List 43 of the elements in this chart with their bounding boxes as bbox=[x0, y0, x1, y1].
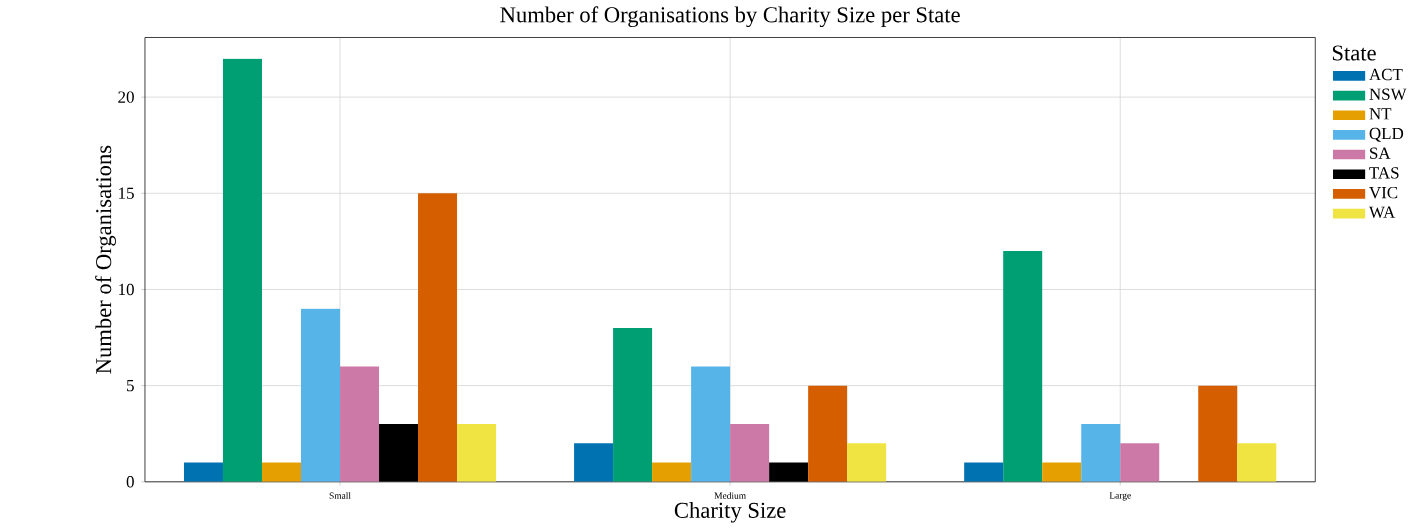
bar bbox=[574, 443, 614, 482]
y-tick-label: 5 bbox=[127, 380, 134, 392]
y-tick-label: 20 bbox=[118, 91, 134, 103]
legend-label: NT bbox=[1369, 108, 1392, 120]
y-tick-label: 0 bbox=[126, 476, 134, 488]
bar bbox=[261, 462, 301, 482]
bar bbox=[613, 327, 653, 482]
bar bbox=[340, 366, 380, 482]
bar bbox=[183, 462, 223, 482]
y-tick-label: 15 bbox=[119, 187, 134, 200]
bar bbox=[847, 443, 887, 482]
bar bbox=[730, 424, 770, 482]
bar bbox=[301, 308, 341, 482]
legend-label: QLD bbox=[1369, 127, 1404, 142]
bar bbox=[1120, 443, 1160, 482]
bar bbox=[1198, 385, 1238, 482]
x-axis-title: Charity Size bbox=[674, 502, 786, 523]
legend-label: VIC bbox=[1369, 186, 1398, 199]
legend-label: TAS bbox=[1369, 167, 1399, 179]
bar bbox=[808, 385, 848, 482]
x-tick-label: Large bbox=[1109, 492, 1131, 501]
x-tick-label: Medium bbox=[714, 492, 746, 499]
bar bbox=[652, 462, 692, 482]
legend-label: NSW bbox=[1369, 88, 1407, 101]
legend-label: SA bbox=[1370, 147, 1391, 159]
bar bbox=[222, 58, 262, 482]
bar bbox=[769, 462, 809, 482]
chart-title: Number of Organisations by Charity Size per State bbox=[500, 6, 960, 28]
bar bbox=[1003, 251, 1043, 482]
bar bbox=[964, 462, 1004, 482]
bar bbox=[418, 193, 458, 482]
y-axis-title: Number of Organisations bbox=[95, 145, 116, 374]
legend-title: State bbox=[1332, 45, 1376, 61]
legend-label: ACT bbox=[1369, 68, 1403, 81]
bar bbox=[691, 366, 731, 482]
bar bbox=[1081, 424, 1121, 482]
bar bbox=[1237, 443, 1277, 482]
y-tick-label: 10 bbox=[119, 283, 134, 296]
bar bbox=[457, 424, 497, 482]
bar bbox=[1042, 462, 1082, 482]
bar bbox=[379, 424, 419, 482]
legend-label: WA bbox=[1368, 206, 1396, 219]
x-tick-label: Small bbox=[329, 492, 351, 499]
